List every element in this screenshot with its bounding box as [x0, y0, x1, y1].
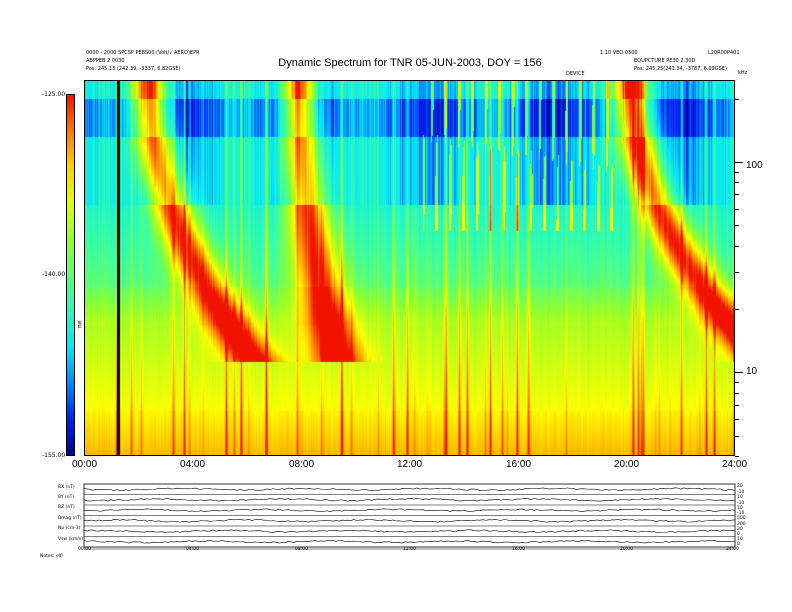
chart-title: Dynamic Spectrum for TNR 05-JUN-2003, DO… — [278, 57, 542, 69]
ts-x-tick-12: 12:00 — [403, 547, 416, 552]
timeseries-trace — [83, 518, 736, 523]
ts-label-bx: BX (nT) — [58, 485, 75, 490]
x-tick-20: 20:00 — [614, 459, 640, 470]
ts-x-tick-08: 08:00 — [295, 547, 308, 552]
ts-label-bz: BZ (nT) — [58, 505, 75, 510]
ts-right-tick-3b: 300 — [737, 522, 746, 527]
y-axis-tick — [735, 162, 743, 163]
header-left-line3: Pos: 245.13 (242.39, -3337, 6.82GSE) — [86, 66, 181, 72]
x-tick-24: 24:00 — [722, 459, 748, 470]
ts-right-tick-4b: 0 — [737, 532, 740, 537]
timeseries-trace — [83, 529, 736, 533]
ts-label-bmag: Bmag (nT) — [58, 516, 82, 521]
header-left-line1: 0000 - 2000 SPCSP PEBS00 (Volt/√ AERO)EP… — [86, 50, 200, 56]
y-axis-tick — [735, 393, 739, 394]
y-axis-tick — [735, 436, 739, 437]
y-axis-tick — [735, 272, 739, 273]
ts-x-tick-04: 04:00 — [186, 547, 199, 552]
y-axis-tick — [735, 194, 739, 195]
y-axis-tick — [735, 172, 739, 173]
y-axis-tick — [735, 99, 739, 100]
ts-notes: Notes: elf/ — [40, 554, 64, 559]
timeseries-trace — [83, 540, 736, 544]
ts-x-tick-00: 00:00 — [78, 547, 91, 552]
y-axis-tick — [735, 225, 739, 226]
ts-right-tick-0a: 20 — [737, 484, 743, 489]
ts-right-tick-5b: 0 — [737, 542, 740, 547]
x-tick-12: 12:00 — [397, 459, 423, 470]
spectrogram-heatmap — [84, 80, 735, 456]
header-left-line2: ABPPEB 2 0030 — [86, 58, 125, 64]
y-tick-10: 10 — [746, 366, 758, 377]
ts-x-tick-20: 20:00 — [620, 547, 633, 552]
header-right-line1: 1.10 VEO 0300 — [600, 50, 638, 56]
y-axis-tick — [735, 182, 739, 183]
y-axis-tick — [735, 372, 743, 373]
colorbar — [66, 94, 75, 456]
colorbar-tick-bottom: -155.00 — [42, 452, 66, 459]
ts-right-tick-1b: -10 — [737, 501, 745, 506]
ts-label-vsw: Vsw (km/s) — [58, 537, 83, 542]
ts-right-tick-4a: 20 — [737, 527, 743, 532]
y-axis-tick — [735, 246, 739, 247]
ts-right-tick-5a: 10 — [737, 537, 743, 542]
timeseries-trace — [83, 497, 736, 502]
ts-right-tick-1a: 10 — [737, 495, 743, 500]
x-tick-16: 16:00 — [506, 459, 532, 470]
y-axis-tick — [735, 309, 739, 310]
y-axis-tick — [735, 382, 739, 383]
ts-label-np: Np (cm-3) — [58, 526, 81, 531]
y-axis-unit: kHz — [738, 70, 748, 76]
x-tick-08: 08:00 — [289, 459, 315, 470]
timeseries-trace — [83, 487, 736, 492]
ts-right-tick-2a: 10 — [737, 506, 743, 511]
y-axis-tick — [735, 419, 739, 420]
header-far-right: L20R00P401 — [708, 50, 740, 56]
y-axis-tick — [735, 209, 739, 210]
colorbar-label: TNR — [77, 320, 83, 329]
ts-right-tick-0b: -10 — [737, 490, 745, 495]
x-tick-00: 00:00 — [72, 459, 98, 470]
y-axis-tick — [735, 456, 739, 457]
ts-label-by: BY (nT) — [58, 495, 75, 500]
timeseries-trace — [83, 508, 736, 513]
timeseries-frame — [83, 483, 736, 548]
ts-x-tick-16: 16:00 — [512, 547, 525, 552]
colorbar-tick-mid: -140.00 — [42, 271, 66, 278]
colorbar-tick-top: -125.00 — [42, 91, 66, 98]
ts-x-tick-24: 24:00 — [726, 547, 739, 552]
header-right-line3: Pos: 245.25(241.34, -3787, 6.09GSE) — [634, 66, 727, 72]
y-tick-100: 100 — [746, 160, 763, 171]
x-tick-04: 04:00 — [180, 459, 206, 470]
y-axis-tick — [735, 405, 739, 406]
header-right-line2: EQUPCTURE PE30 2.30D — [634, 58, 696, 64]
ts-right-tick-2b: -10 — [737, 511, 745, 516]
ts-right-tick-3a: 500 — [737, 516, 746, 521]
header-marker-label: DEVICE — [566, 71, 585, 77]
